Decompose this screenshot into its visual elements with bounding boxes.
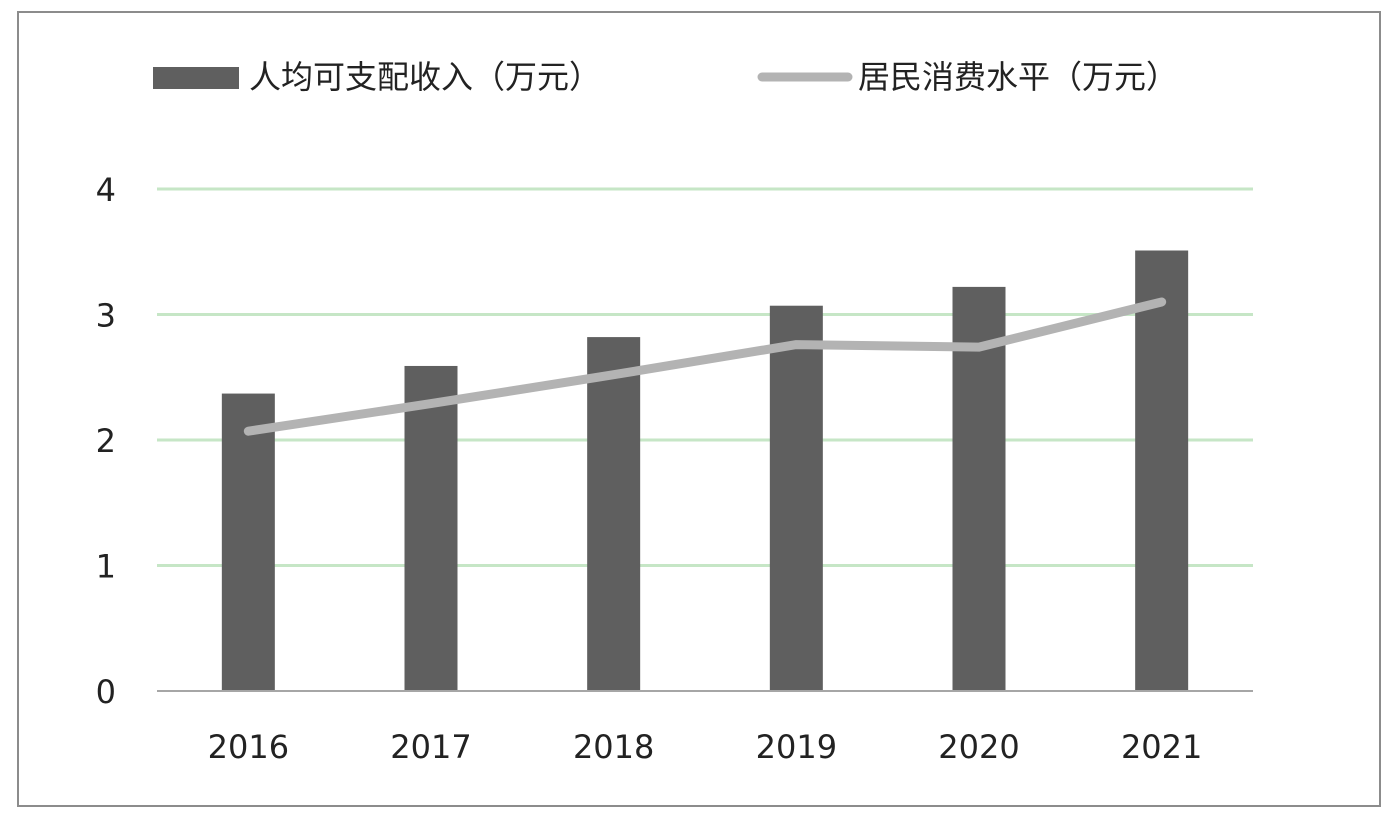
legend-entry-line-series: 居民消费水平（万元） [757,58,1178,96]
x-tick-label-2017: 2017 [390,728,471,766]
x-tick-label-2020: 2020 [938,728,1019,766]
bar-2018 [587,337,641,691]
legend-label-income: 人均可支配收入（万元） [249,58,601,96]
y-tick-label-1: 1 [96,548,116,586]
line-layer [243,297,1167,436]
y-tick-label-2: 2 [96,422,116,460]
x-tick-label-2021: 2021 [1121,728,1202,766]
legend-entry-bar-series: 人均可支配收入（万元） [153,58,601,96]
x-axis-ticks: 2016 2017 2018 2019 2020 2021 [208,728,1203,766]
bar-2017 [404,365,458,691]
bars-layer [157,250,1253,692]
x-tick-label-2016: 2016 [208,728,289,766]
x-tick-label-2019: 2019 [756,728,837,766]
bar-2019 [769,305,823,691]
grid-layer [157,187,1253,567]
bar-2016 [221,393,275,691]
bar-2020 [952,286,1006,691]
legend: 人均可支配收入（万元） 居民消费水平（万元） [153,58,1178,96]
y-tick-label-3: 3 [96,297,116,335]
y-tick-label-4: 4 [96,171,116,209]
y-axis-ticks: 0 1 2 3 4 [96,171,116,711]
legend-bar-swatch [153,67,239,89]
series-line-consumption [243,297,1167,436]
x-tick-label-2018: 2018 [573,728,654,766]
legend-label-consumption: 居民消费水平（万元） [858,58,1178,96]
bar-2021 [1135,250,1189,691]
y-tick-label-0: 0 [96,673,116,711]
